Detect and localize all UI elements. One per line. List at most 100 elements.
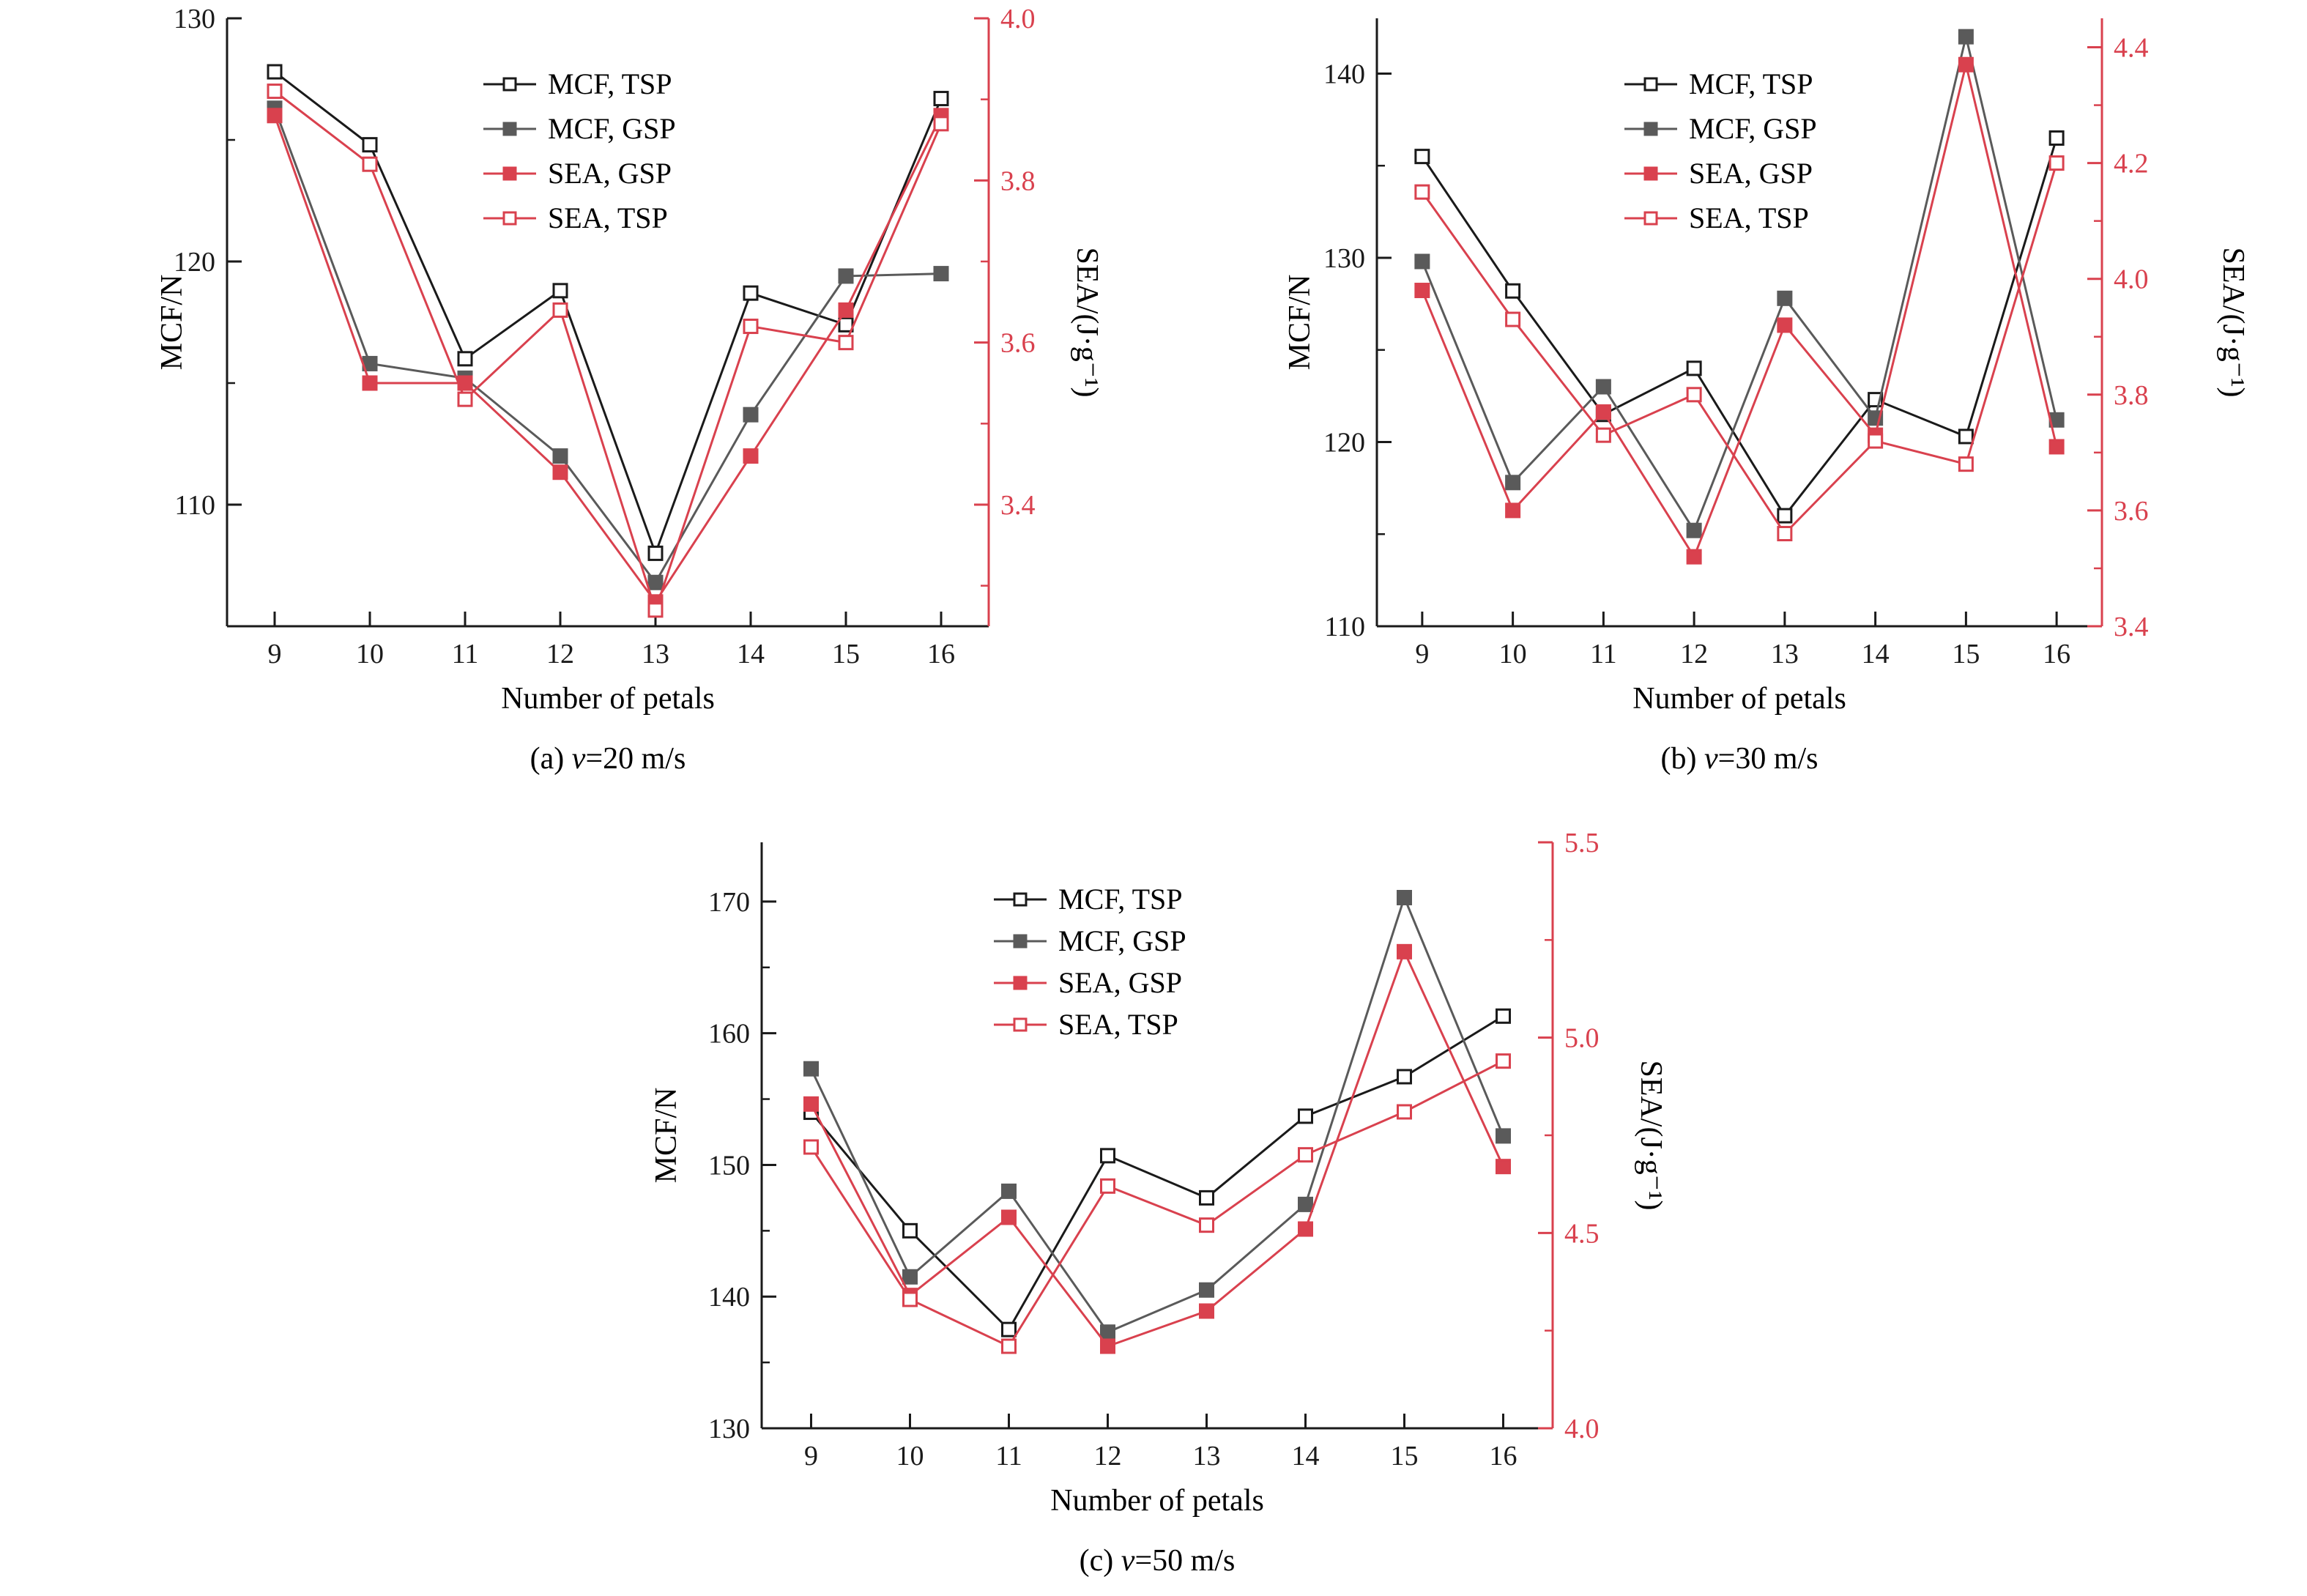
y-right-tick-label: 5.5 [1564, 828, 1600, 858]
legend-label: MCF, TSP [548, 67, 672, 100]
chart-b-right-axis-title: SEA/(J·g⁻¹) [2216, 247, 2250, 398]
sea-gsp-marker [1505, 502, 1521, 519]
legend-marker-sea-tsp [1643, 211, 1658, 226]
mcf-tsp-marker [902, 1222, 918, 1239]
mcf-tsp-marker [552, 283, 568, 299]
y-right-tick-label: 5.0 [1564, 1023, 1600, 1054]
legend-label: SEA, TSP [1058, 1008, 1178, 1041]
y-left-tick-label: 110 [1324, 612, 1365, 642]
x-tick-label: 11 [1590, 639, 1617, 669]
x-tick-label: 12 [1680, 639, 1708, 669]
mcf-gsp-marker [803, 1061, 819, 1077]
y-right-tick-label: 3.8 [1000, 166, 1036, 196]
x-tick-label: 13 [1193, 1441, 1221, 1471]
mcf-tsp-marker [1001, 1321, 1017, 1337]
chart-a-right-axis-title: SEA/(J·g⁻¹) [1070, 247, 1104, 398]
chart-a-x-axis-title: Number of petals [501, 682, 715, 716]
legend-marker-mcf-tsp [1013, 892, 1028, 907]
y-left-tick-label: 120 [174, 247, 215, 278]
mcf-tsp-marker [743, 285, 759, 301]
sea-tsp-marker [1414, 184, 1430, 200]
legend-label: SEA, GSP [548, 157, 672, 190]
y-left-tick-label: 120 [1323, 427, 1365, 458]
legend-label: SEA, TSP [1689, 201, 1809, 234]
x-tick-label: 15 [1391, 1441, 1419, 1471]
sea-tsp-marker [1100, 1178, 1115, 1194]
mcf-gsp-marker [1199, 1282, 1214, 1298]
chart-c-x-axis-title: Number of petals [1050, 1484, 1264, 1518]
mcf-gsp-marker [902, 1269, 918, 1285]
x-tick-label: 16 [2043, 639, 2070, 669]
y-right-tick-label: 3.4 [1000, 490, 1036, 521]
mcf-tsp-marker [1397, 1069, 1412, 1085]
y-left-tick-label: 130 [1323, 243, 1365, 274]
chart-a: 110 120 130 3.4 3.6 3.8 4.0 9 10 11 12 13 14 15 16 MCF,… [0, 0, 1143, 806]
sea-gsp-marker [362, 375, 378, 391]
mcf-gsp-marker [1958, 29, 1974, 45]
legend-marker-sea-tsp [502, 211, 517, 226]
sea-tsp-marker [1001, 1338, 1017, 1354]
x-tick-label: 15 [832, 639, 860, 669]
x-tick-label: 12 [546, 639, 574, 669]
chart-c-right-axis-title: SEA/(J·g⁻¹) [1634, 1060, 1668, 1211]
x-tick-label: 10 [356, 639, 384, 669]
mcf-gsp-marker [743, 407, 759, 423]
sea-gsp-marker [552, 464, 568, 480]
x-tick-label: 14 [1862, 639, 1890, 669]
sea-tsp-marker [1958, 456, 1974, 472]
y-right-tick-label: 3.6 [1000, 328, 1036, 359]
sea-tsp-marker [457, 391, 473, 407]
x-tick-label: 10 [1499, 639, 1527, 669]
legend-marker-mcf-tsp [502, 77, 517, 92]
sea-tsp-marker [743, 319, 759, 335]
x-tick-label: 13 [1771, 639, 1799, 669]
sea-gsp-line [810, 949, 1504, 1348]
sea-tsp-marker [1505, 311, 1521, 327]
mcf-tsp-marker [362, 137, 378, 153]
mcf-gsp-line [810, 894, 1504, 1334]
mcf-gsp-marker [1686, 522, 1702, 538]
sea-gsp-marker [1100, 1338, 1115, 1354]
y-left-tick-label: 140 [1323, 59, 1365, 89]
mcf-tsp-marker [1199, 1189, 1214, 1206]
x-tick-label: 11 [452, 639, 479, 669]
mcf-tsp-marker [267, 64, 283, 80]
caption-prefix: (a) [530, 742, 572, 776]
sea-gsp-marker [1298, 1221, 1313, 1237]
sea-gsp-marker [1001, 1209, 1017, 1225]
legend-label: MCF, TSP [1058, 883, 1183, 916]
mcf-gsp-marker [552, 448, 568, 464]
y-left-tick-label: 170 [708, 887, 750, 918]
mcf-gsp-marker [1496, 1128, 1511, 1144]
x-tick-label: 16 [1490, 1441, 1517, 1471]
x-tick-label: 12 [1094, 1441, 1122, 1471]
sea-tsp-marker [1595, 427, 1611, 443]
mcf-gsp-marker [1397, 890, 1412, 906]
sea-gsp-line [1421, 64, 2058, 560]
y-right-tick-label: 3.8 [2114, 380, 2149, 411]
x-tick-label: 10 [896, 1441, 924, 1471]
mcf-tsp-line [274, 70, 943, 557]
sea-gsp-marker [838, 302, 854, 318]
mcf-tsp-marker [647, 545, 664, 561]
mcf-gsp-marker [1001, 1183, 1017, 1199]
legend-label: SEA, GSP [1058, 966, 1182, 999]
legend-marker-mcf-gsp [1643, 122, 1658, 136]
legend-marker-mcf-gsp [1013, 934, 1028, 949]
sea-tsp-line [274, 90, 943, 614]
caption-variable: v [1121, 1544, 1135, 1578]
sea-tsp-marker [1298, 1147, 1313, 1163]
legend-marker-sea-gsp [1643, 166, 1658, 181]
mcf-tsp-marker [2048, 130, 2065, 146]
y-left-tick-label: 140 [708, 1282, 750, 1313]
sea-tsp-marker [552, 302, 568, 318]
mcf-gsp-marker [933, 266, 949, 282]
sea-gsp-marker [267, 108, 283, 124]
caption-variable: v [1704, 742, 1718, 776]
mcf-gsp-marker [1100, 1324, 1115, 1340]
sea-gsp-marker [1397, 943, 1412, 960]
sea-gsp-marker [743, 448, 759, 464]
sea-gsp-marker [1595, 404, 1611, 420]
chart-b-left-axis-title: MCF/N [1283, 274, 1317, 371]
mcf-tsp-marker [1777, 508, 1793, 524]
